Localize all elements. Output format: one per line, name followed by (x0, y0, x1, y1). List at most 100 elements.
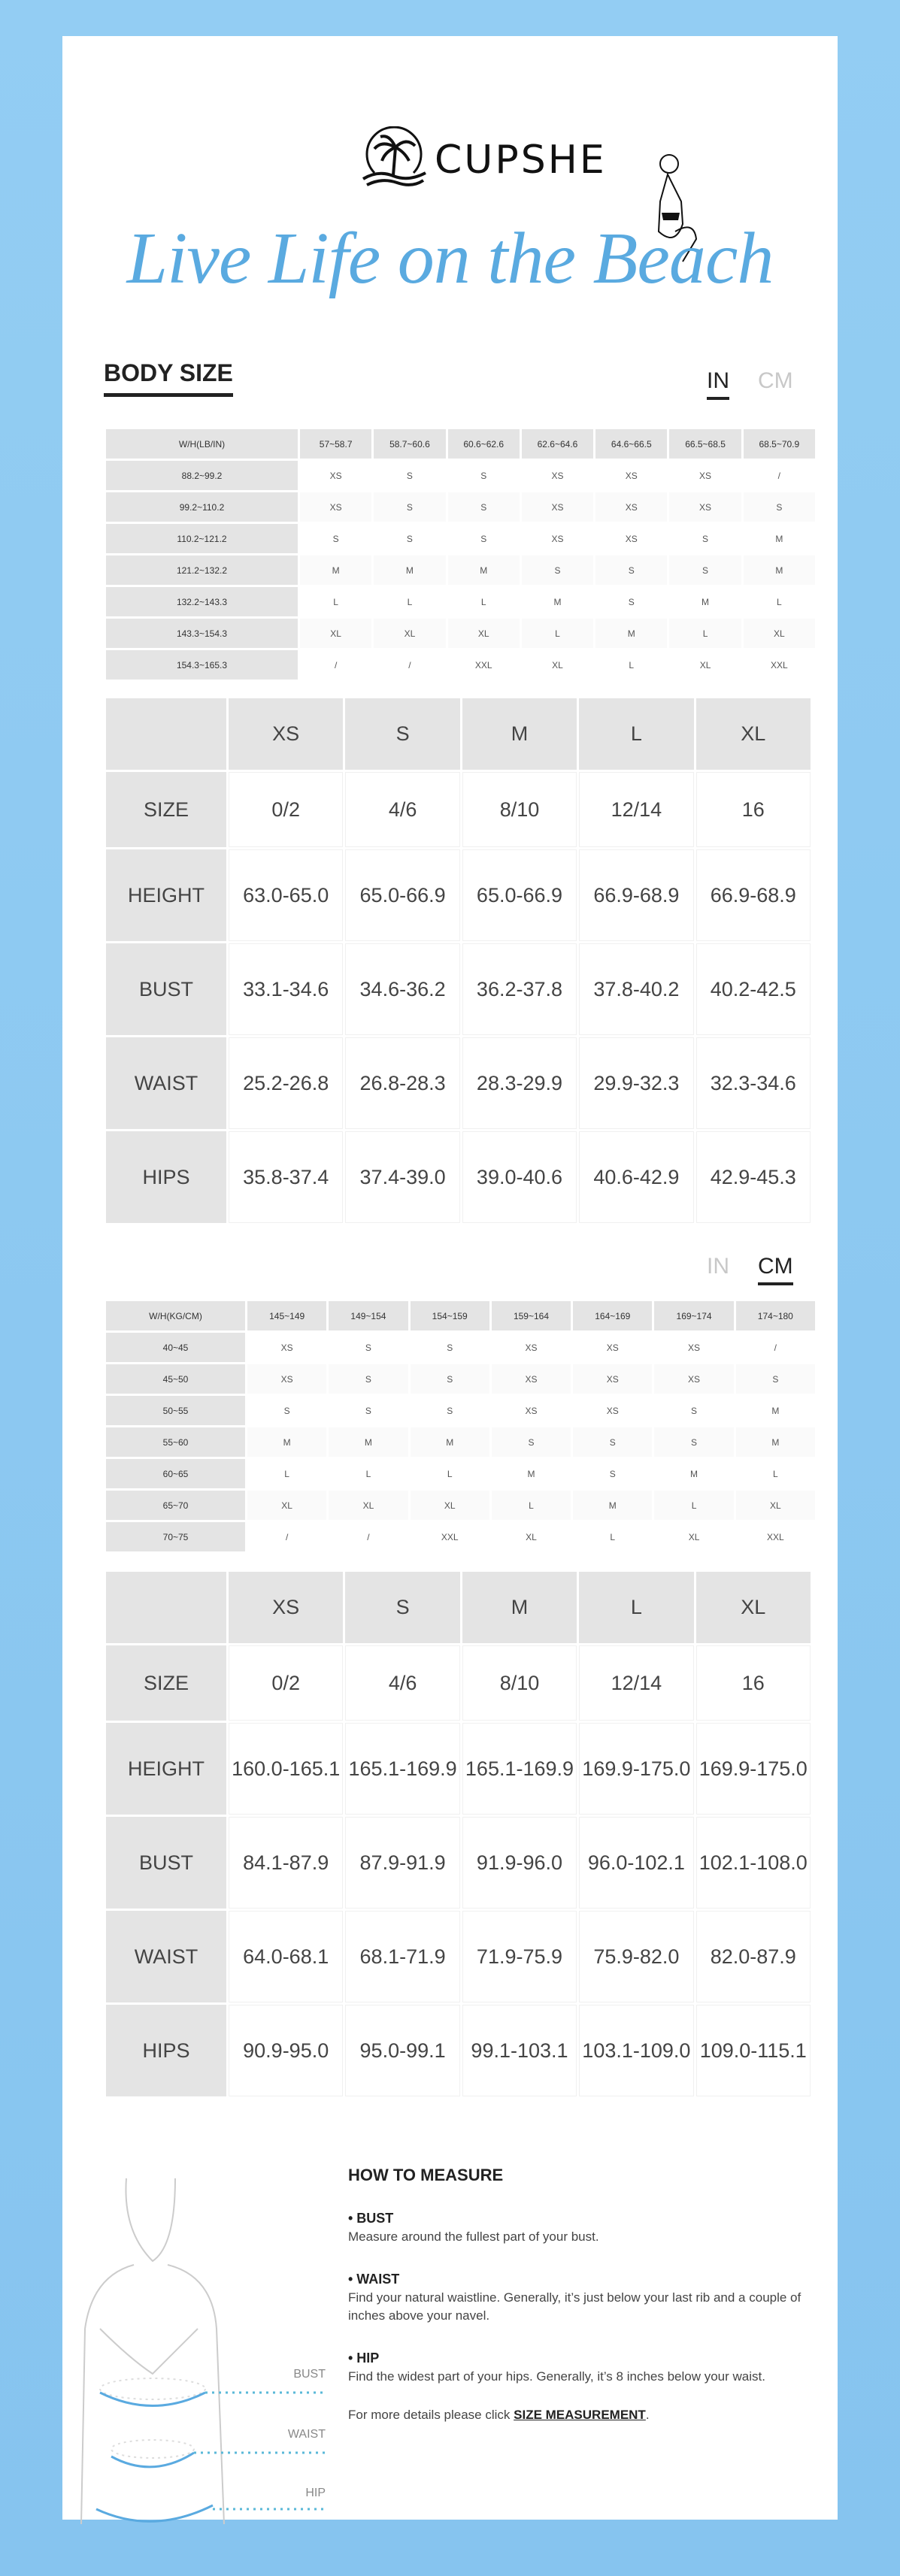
table-corner-cell: W/H(LB/IN) (106, 429, 298, 459)
table-header-row: XS S M L XL (106, 1572, 811, 1643)
table-cell: 0/2 (229, 772, 344, 847)
waist-label: WAIST (288, 2428, 326, 2441)
row-label: SIZE (106, 1645, 226, 1721)
table-cell: 36.2-37.8 (462, 943, 577, 1035)
table-cell: M (735, 1427, 815, 1457)
table-cell: M (410, 1427, 489, 1457)
bust-text: Measure around the fullest part of your … (348, 2229, 599, 2244)
table-corner-cell: W/H(KG/CM) (106, 1301, 245, 1330)
table-cell: 66.9-68.9 (695, 849, 811, 941)
table-cell: M (595, 619, 668, 648)
table-cell: 34.6-36.2 (345, 943, 460, 1035)
table-cell: S (654, 1396, 734, 1425)
column-header: 68.5~70.9 (743, 429, 815, 459)
bust-label: BUST (293, 2368, 326, 2381)
section-title: BODY SIZE (104, 359, 233, 397)
table-cell: S (410, 1364, 489, 1394)
row-label: BUST (106, 943, 226, 1035)
table-cell: XS (573, 1333, 653, 1362)
row-label: 50~55 (106, 1396, 245, 1425)
table-row: BUST 84.1-87.9 87.9-91.9 91.9-96.0 96.0-102.… (106, 1817, 811, 1909)
table-cell: L (521, 619, 594, 648)
unit-cm-tab[interactable]: CM (758, 368, 793, 393)
table-cell: S (735, 1364, 815, 1394)
table-cell: 42.9-45.3 (695, 1131, 811, 1223)
table-row: 121.2~132.2 M M M S S S M (106, 555, 815, 585)
table-cell: 165.1-169.9 (345, 1723, 460, 1815)
column-header: 62.6~64.6 (521, 429, 594, 459)
table-cell: S (573, 1427, 653, 1457)
table-cell: / (247, 1522, 327, 1551)
body-size-table-cm: W/H(KG/CM) 145~149 149~154 154~159 159~164 16… (104, 1299, 817, 1554)
column-header: 154~159 (410, 1301, 489, 1330)
column-header: XL (695, 1572, 811, 1643)
table-cell: XL (410, 1491, 489, 1520)
table-cell: XXL (410, 1522, 489, 1551)
unit-in-tab[interactable]: IN (707, 1254, 729, 1279)
column-header: XS (229, 698, 344, 770)
size-chart-table-in: XS S M L XL SIZE 0/2 4/6 8/10 12/14 16 HEIGHT 63.0-6… (104, 696, 813, 1225)
table-cell: 28.3-29.9 (462, 1037, 577, 1129)
column-header: 164~169 (573, 1301, 653, 1330)
table-cell: 35.8-37.4 (229, 1131, 344, 1223)
table-cell: M (654, 1459, 734, 1488)
table-cell: S (329, 1396, 408, 1425)
table-cell: 66.9-68.9 (579, 849, 694, 941)
column-header: XS (229, 1572, 344, 1643)
row-label: 121.2~132.2 (106, 555, 298, 585)
unit-cm-tab[interactable]: CM (758, 1254, 793, 1285)
unit-toggle-top: IN CM (707, 368, 793, 400)
table-row: 132.2~143.3 L L L M S M L (106, 587, 815, 616)
table-cell: XS (669, 461, 741, 490)
column-header: XL (695, 698, 811, 770)
beach-girl-illustration (657, 154, 698, 262)
table-cell: L (743, 587, 815, 616)
column-header: 57~58.7 (300, 429, 372, 459)
table-cell: M (247, 1427, 327, 1457)
table-cell: 96.0-102.1 (579, 1817, 694, 1909)
size-measurement-link[interactable]: SIZE MEASUREMENT (514, 2407, 646, 2422)
table-cell: 68.1-71.9 (345, 1911, 460, 2002)
hip-text: Find the widest part of your hips. Gener… (348, 2369, 765, 2384)
table-cell: XS (595, 524, 668, 553)
table-cell: S (447, 461, 520, 490)
table-cell: S (247, 1396, 327, 1425)
table-cell: 4/6 (345, 772, 460, 847)
table-cell: M (300, 555, 372, 585)
table-header-row: W/H(LB/IN) 57~58.7 58.7~60.6 60.6~62.6 62.6~… (106, 429, 815, 459)
table-cell: S (573, 1459, 653, 1488)
table-cell: 29.9-32.3 (579, 1037, 694, 1129)
table-cell: 160.0-165.1 (229, 1723, 344, 1815)
table-cell: XS (669, 492, 741, 522)
table-cell: XS (654, 1364, 734, 1394)
table-cell: L (247, 1459, 327, 1488)
row-label: WAIST (106, 1037, 226, 1129)
row-label: 65~70 (106, 1491, 245, 1520)
table-cell: S (374, 524, 446, 553)
table-cell: XS (491, 1364, 571, 1394)
table-row: 65~70 XL XL XL L M L XL (106, 1491, 815, 1520)
table-row: 154.3~165.3// XXL XL L XL XXL (106, 650, 815, 680)
table-cell: M (573, 1491, 653, 1520)
column-header: S (345, 1572, 460, 1643)
table-cell: M (521, 587, 594, 616)
row-label: 60~65 (106, 1459, 245, 1488)
table-cell: XS (247, 1364, 327, 1394)
table-cell: S (447, 492, 520, 522)
table-cell: XS (247, 1333, 327, 1362)
row-label: 99.2~110.2 (106, 492, 298, 522)
table-cell: L (410, 1459, 489, 1488)
table-cell: XS (521, 461, 594, 490)
waist-text: Find your natural waistline. Generally, … (348, 2290, 802, 2323)
table-cell: XL (735, 1491, 815, 1520)
table-cell: 8/10 (462, 772, 577, 847)
table-cell: M (447, 555, 520, 585)
table-cell: S (595, 587, 668, 616)
table-header-row: W/H(KG/CM) 145~149 149~154 154~159 159~164 16… (106, 1301, 815, 1330)
table-cell: XL (447, 619, 520, 648)
unit-in-tab[interactable]: IN (707, 368, 729, 400)
table-cell: 169.9-175.0 (695, 1723, 811, 1815)
table-cell: L (595, 650, 668, 680)
table-cell: / (300, 650, 372, 680)
table-cell: XS (573, 1396, 653, 1425)
